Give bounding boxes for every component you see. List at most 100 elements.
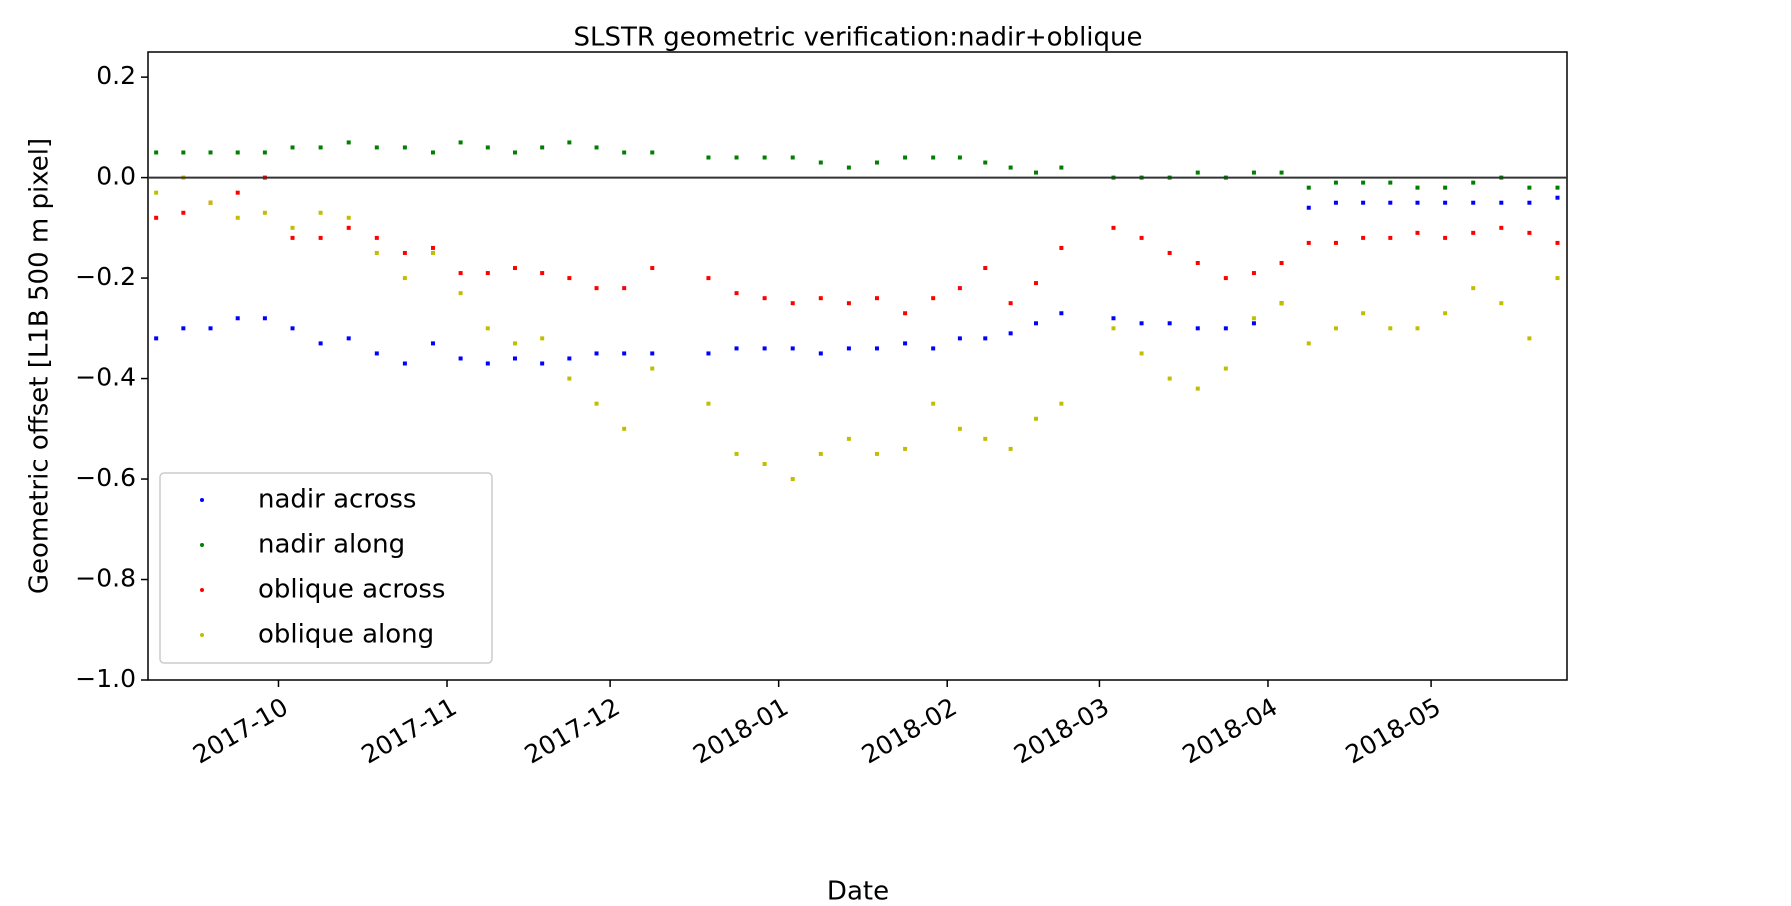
data-point — [818, 451, 823, 456]
data-point — [402, 361, 407, 366]
data-point — [1279, 261, 1284, 266]
data-point — [1251, 316, 1256, 321]
data-point — [1034, 170, 1039, 175]
data-point — [318, 341, 323, 346]
data-point — [1195, 261, 1200, 266]
data-point — [1361, 200, 1366, 205]
data-point — [650, 266, 655, 271]
chart-title: SLSTR geometric verification:nadir+obliq… — [573, 23, 1142, 53]
data-point — [903, 341, 908, 346]
data-point — [290, 326, 295, 331]
data-point — [1306, 205, 1311, 210]
data-point — [512, 341, 517, 346]
data-point — [1555, 185, 1560, 190]
data-point — [512, 356, 517, 361]
data-point — [1008, 331, 1013, 336]
data-point — [1139, 351, 1144, 356]
data-point — [1443, 185, 1448, 190]
data-point — [1111, 326, 1116, 331]
data-point — [1443, 235, 1448, 240]
x-tick-label: 2017-12 — [520, 692, 625, 769]
data-point — [567, 276, 572, 281]
y-tick-label: −0.6 — [75, 463, 136, 492]
data-point — [1333, 240, 1338, 245]
data-point — [818, 160, 823, 165]
data-point — [458, 140, 463, 145]
data-point — [154, 215, 159, 220]
data-point — [1527, 336, 1532, 341]
data-point — [1499, 200, 1504, 205]
data-point — [1008, 446, 1013, 451]
data-point — [1306, 341, 1311, 346]
data-point — [567, 140, 572, 145]
data-point — [1388, 180, 1393, 185]
data-point — [1279, 170, 1284, 175]
data-point — [983, 266, 988, 271]
data-point — [734, 346, 739, 351]
data-point — [1443, 200, 1448, 205]
y-axis-label: Geometric offset [L1B 500 m pixel] — [25, 138, 55, 594]
data-point — [983, 336, 988, 341]
data-point — [235, 215, 240, 220]
data-point — [1195, 326, 1200, 331]
data-point — [485, 271, 490, 276]
data-point — [594, 351, 599, 356]
data-point — [903, 311, 908, 316]
data-point — [931, 401, 936, 406]
data-point — [1471, 286, 1476, 291]
legend-box — [159, 472, 493, 664]
data-point — [1388, 326, 1393, 331]
data-point — [374, 250, 379, 255]
data-point — [1223, 276, 1228, 281]
data-point — [567, 376, 572, 381]
data-point — [1555, 240, 1560, 245]
data-point — [1223, 366, 1228, 371]
x-tick-label: 2017-11 — [357, 692, 462, 769]
data-point — [402, 145, 407, 150]
data-point — [1333, 200, 1338, 205]
data-point — [818, 351, 823, 356]
data-point — [846, 165, 851, 170]
data-point — [1361, 235, 1366, 240]
data-point — [154, 150, 159, 155]
data-point — [762, 346, 767, 351]
data-point — [594, 145, 599, 150]
data-point — [346, 215, 351, 220]
y-tick-label: −0.2 — [75, 262, 136, 291]
data-point — [706, 401, 711, 406]
data-point — [181, 150, 186, 155]
data-point — [983, 160, 988, 165]
data-point — [402, 250, 407, 255]
legend-label: nadir across — [258, 485, 416, 515]
y-tick-label: −1.0 — [75, 664, 136, 693]
data-point — [430, 245, 435, 250]
data-point — [1195, 170, 1200, 175]
data-point — [1361, 311, 1366, 316]
data-point — [1388, 235, 1393, 240]
data-point — [762, 461, 767, 466]
data-point — [874, 160, 879, 165]
data-point — [1059, 401, 1064, 406]
data-point — [1471, 180, 1476, 185]
data-point — [1008, 165, 1013, 170]
data-point — [874, 346, 879, 351]
data-point — [1471, 200, 1476, 205]
data-point — [318, 210, 323, 215]
legend-marker — [200, 543, 204, 547]
data-point — [1443, 311, 1448, 316]
data-point — [706, 155, 711, 160]
data-point — [1388, 200, 1393, 205]
data-point — [1034, 281, 1039, 286]
data-point — [1223, 326, 1228, 331]
data-point — [458, 271, 463, 276]
data-point — [762, 296, 767, 301]
data-point — [1527, 230, 1532, 235]
data-point — [790, 346, 795, 351]
data-point — [235, 190, 240, 195]
data-point — [540, 271, 545, 276]
data-point — [1279, 301, 1284, 306]
x-axis-label: Date — [827, 877, 889, 906]
data-point — [734, 155, 739, 160]
data-point — [1167, 376, 1172, 381]
